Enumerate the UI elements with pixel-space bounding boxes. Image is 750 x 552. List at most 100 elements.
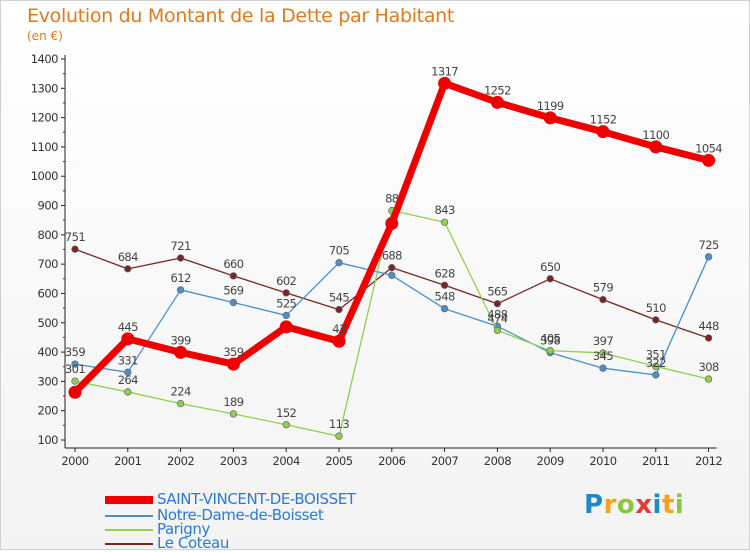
data-label: 1252 bbox=[484, 83, 511, 97]
y-tick-label: 300 bbox=[38, 374, 59, 388]
data-point bbox=[704, 334, 713, 342]
y-tick-label: 1100 bbox=[31, 140, 58, 154]
data-label: 301 bbox=[65, 362, 85, 376]
data-label: 569 bbox=[223, 284, 243, 298]
data-label: 684 bbox=[118, 250, 138, 264]
x-tick-label: 2011 bbox=[642, 454, 669, 468]
x-tick-label: 2009 bbox=[537, 454, 564, 468]
data-point bbox=[543, 111, 557, 125]
data-point bbox=[229, 298, 238, 307]
data-label: 399 bbox=[171, 333, 191, 347]
legend-label: Notre-Dame-de-Boisset bbox=[157, 506, 324, 524]
data-label: 545 bbox=[329, 291, 349, 305]
x-tick-label: 2006 bbox=[378, 454, 405, 468]
x-tick-label: 2010 bbox=[589, 454, 616, 468]
data-point bbox=[438, 76, 452, 90]
data-point bbox=[652, 362, 660, 371]
data-point bbox=[124, 388, 132, 396]
data-label: 88 bbox=[385, 192, 399, 206]
x-tick-label: 2012 bbox=[695, 454, 722, 468]
chart-unit: (en €) bbox=[27, 29, 63, 43]
x-tick-label: 2005 bbox=[325, 454, 352, 468]
data-point bbox=[71, 245, 79, 253]
data-point bbox=[121, 332, 135, 346]
data-point bbox=[704, 375, 713, 383]
legend-label: Le Coteau bbox=[157, 534, 229, 552]
data-point bbox=[599, 349, 607, 357]
x-tick-label: 2004 bbox=[273, 454, 300, 468]
data-point bbox=[649, 140, 663, 154]
data-label: 1054 bbox=[695, 141, 722, 155]
x-tick-label: 2007 bbox=[431, 454, 458, 468]
data-point bbox=[229, 272, 238, 280]
data-label: 398 bbox=[540, 334, 560, 348]
data-label: 628 bbox=[435, 266, 455, 280]
data-label: 843 bbox=[435, 203, 455, 217]
data-label: 660 bbox=[223, 257, 243, 271]
y-tick-label: 600 bbox=[38, 286, 59, 300]
x-tick-label: 2001 bbox=[114, 454, 141, 468]
proxiti-logo: Proxiti bbox=[584, 490, 685, 520]
chart-title: Evolution du Montant de la Dette par Hab… bbox=[27, 5, 455, 27]
data-point bbox=[71, 377, 79, 385]
data-point bbox=[124, 265, 132, 273]
legend-swatch bbox=[105, 496, 153, 504]
data-label: 445 bbox=[118, 320, 138, 334]
data-point bbox=[652, 371, 660, 379]
y-tick-label: 100 bbox=[38, 433, 59, 447]
data-label: 1152 bbox=[590, 113, 617, 127]
data-label: 721 bbox=[171, 239, 191, 253]
data-label: 602 bbox=[276, 274, 296, 288]
data-label: 224 bbox=[171, 385, 191, 399]
y-tick-label: 400 bbox=[38, 345, 59, 359]
data-point bbox=[440, 281, 449, 289]
x-tick-label: 2008 bbox=[484, 454, 511, 468]
data-label: 189 bbox=[223, 395, 243, 409]
y-tick-label: 500 bbox=[38, 316, 59, 330]
y-tick-label: 900 bbox=[38, 199, 59, 213]
data-point bbox=[71, 360, 79, 368]
data-label: 579 bbox=[593, 281, 613, 295]
data-label: 1100 bbox=[642, 128, 669, 142]
data-label: 331 bbox=[118, 353, 138, 367]
data-point bbox=[385, 216, 399, 230]
y-tick-label: 700 bbox=[38, 257, 59, 271]
data-label: 359 bbox=[65, 345, 85, 359]
y-tick-label: 1300 bbox=[31, 81, 58, 95]
data-point bbox=[335, 305, 343, 314]
data-point bbox=[599, 295, 607, 304]
data-point bbox=[652, 316, 660, 324]
data-point bbox=[546, 346, 554, 355]
data-point bbox=[68, 385, 82, 399]
data-label: 705 bbox=[329, 244, 349, 258]
data-point bbox=[279, 320, 293, 334]
data-point bbox=[335, 259, 343, 267]
data-label: 152 bbox=[276, 406, 296, 420]
data-point bbox=[229, 410, 238, 418]
data-label: 525 bbox=[276, 296, 296, 310]
data-label: 612 bbox=[171, 271, 191, 285]
data-point bbox=[282, 311, 290, 320]
data-label: 405 bbox=[540, 332, 560, 346]
x-tick-label: 2000 bbox=[61, 454, 88, 468]
legend-label: SAINT-VINCENT-DE-BOISSET bbox=[157, 490, 356, 508]
data-label: 308 bbox=[699, 360, 719, 374]
data-point bbox=[124, 368, 132, 376]
x-tick-label: 2003 bbox=[220, 454, 247, 468]
data-point bbox=[596, 125, 610, 139]
data-point bbox=[490, 95, 504, 109]
data-point bbox=[174, 345, 188, 359]
data-label: 688 bbox=[382, 249, 402, 263]
data-label: 488 bbox=[487, 307, 507, 321]
data-point bbox=[335, 432, 343, 440]
data-label: 565 bbox=[487, 285, 507, 299]
data-label: 1317 bbox=[431, 64, 458, 78]
data-point bbox=[440, 218, 449, 226]
data-point bbox=[332, 334, 346, 348]
data-point bbox=[704, 253, 713, 261]
data-label: 43 bbox=[332, 322, 346, 336]
y-tick-label: 1400 bbox=[31, 52, 58, 66]
data-label: 359 bbox=[223, 345, 243, 359]
data-label: 751 bbox=[65, 230, 85, 244]
